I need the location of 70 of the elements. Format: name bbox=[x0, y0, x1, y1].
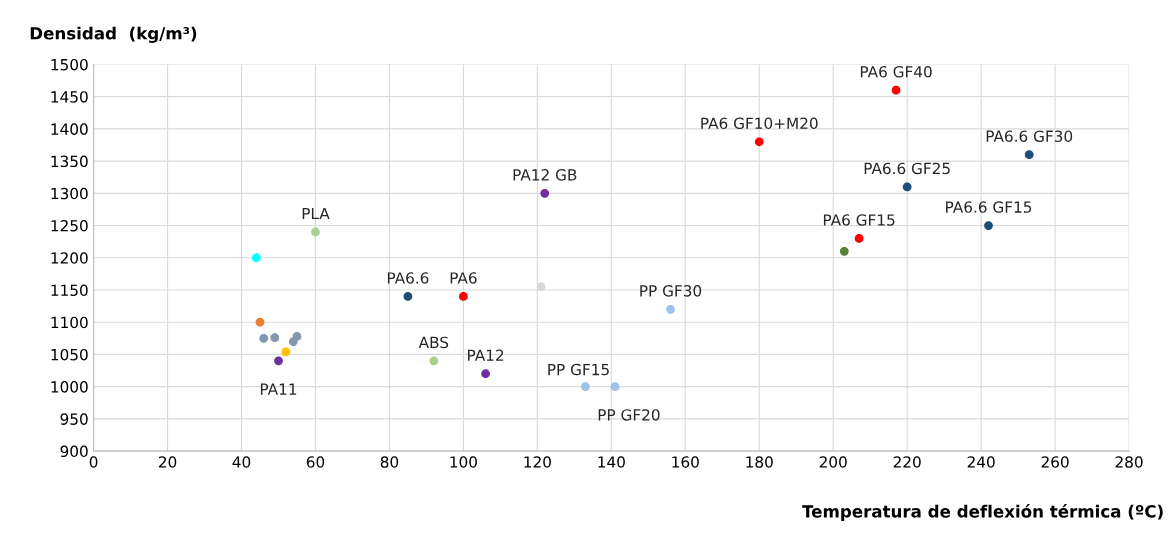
y-tick-label: 1350 bbox=[51, 155, 88, 168]
point bbox=[255, 317, 265, 327]
x-tick-label: 160 bbox=[672, 456, 699, 468]
annotation: PA6.6 GF30 bbox=[986, 130, 1073, 142]
point bbox=[481, 369, 490, 379]
annotation: PP GF20 bbox=[598, 409, 660, 421]
point bbox=[1024, 150, 1034, 160]
annotation: PA6.6 bbox=[387, 272, 429, 284]
x-tick-label: 40 bbox=[232, 456, 251, 468]
point bbox=[251, 253, 261, 263]
x-tick-label: 0 bbox=[89, 456, 98, 468]
x-tick-label: 20 bbox=[158, 456, 177, 468]
y-tick-label: 1100 bbox=[51, 316, 88, 329]
x-tick-label: 120 bbox=[524, 456, 551, 468]
annotation: PA6.6 GF25 bbox=[864, 162, 950, 175]
point bbox=[281, 347, 291, 357]
annotation: PA6.6 GF15 bbox=[946, 201, 1032, 213]
point bbox=[984, 221, 993, 230]
annotation: PP GF30 bbox=[640, 285, 702, 297]
point bbox=[259, 333, 269, 343]
y-tick-label: 1050 bbox=[51, 348, 88, 361]
annotation: PA11 bbox=[260, 383, 297, 395]
annotation: PA12 GB bbox=[513, 169, 577, 181]
x-tick-label: 80 bbox=[380, 456, 399, 468]
annotation: PA6 GF10+M20 bbox=[701, 117, 818, 130]
point bbox=[429, 356, 439, 366]
point bbox=[754, 137, 764, 147]
y-tick-label: 1200 bbox=[51, 252, 88, 264]
y-tick-label: 1250 bbox=[51, 220, 88, 232]
point bbox=[854, 234, 864, 243]
y-tick-label: 1150 bbox=[51, 284, 88, 296]
point bbox=[274, 356, 283, 366]
point bbox=[270, 333, 280, 343]
y-tick-label: 1400 bbox=[51, 123, 88, 135]
point bbox=[891, 85, 901, 95]
point bbox=[610, 382, 620, 392]
x-tick-label: 200 bbox=[819, 456, 847, 468]
x-tick-label: 240 bbox=[967, 456, 995, 468]
point bbox=[459, 292, 468, 301]
point bbox=[403, 292, 413, 301]
point bbox=[666, 304, 675, 314]
x-tick-label: 60 bbox=[306, 456, 325, 468]
x-tick-label: 260 bbox=[1041, 456, 1069, 468]
point bbox=[536, 282, 546, 292]
annotation: PA6 bbox=[450, 272, 477, 284]
point bbox=[581, 382, 590, 392]
annotation: PA12 bbox=[468, 349, 504, 361]
point bbox=[902, 182, 912, 192]
x-tick-label: 220 bbox=[893, 456, 921, 468]
point bbox=[288, 337, 298, 346]
point bbox=[839, 246, 849, 256]
x-tick-label: 140 bbox=[598, 456, 625, 468]
x-tick-label: 100 bbox=[450, 456, 477, 468]
x-tick-label: 180 bbox=[746, 456, 773, 468]
y-tick-label: 900 bbox=[60, 445, 88, 458]
annotation: PA6 GF40 bbox=[860, 65, 932, 78]
annotation: PA6 GF15 bbox=[823, 214, 895, 226]
x-axis-title: Temperatura de deflexión térmica (ºC) bbox=[802, 504, 1163, 521]
y-tick-label: 1500 bbox=[51, 58, 88, 71]
y-axis-title: Densidad (kg/m³) bbox=[30, 26, 197, 43]
x-tick-label: 280 bbox=[1115, 456, 1143, 468]
y-tick-label: 1000 bbox=[51, 381, 88, 393]
annotation: ABS bbox=[418, 336, 449, 349]
y-tick-label: 950 bbox=[60, 413, 88, 425]
annotation: PP GF15 bbox=[548, 363, 609, 376]
y-tick-label: 1450 bbox=[51, 91, 88, 103]
point bbox=[540, 188, 550, 198]
annotation: PLA bbox=[302, 207, 330, 220]
y-tick-label: 1300 bbox=[51, 187, 88, 200]
point bbox=[311, 227, 320, 237]
